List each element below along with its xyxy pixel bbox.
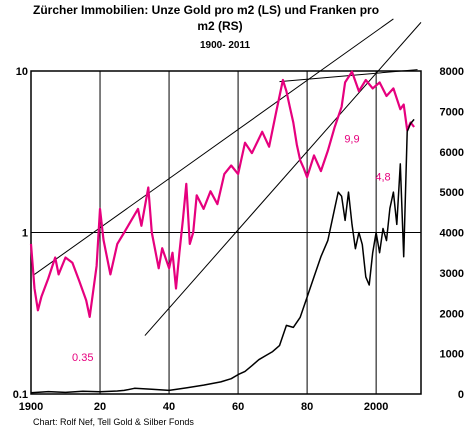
y-right-tick-label-6: 2000	[440, 308, 464, 320]
x-tick-label-0: 1900	[19, 401, 43, 413]
series-line-right-axis	[30, 118, 415, 394]
y-left-tick-label-2: 0.1	[13, 389, 28, 401]
annotation-1: 9,9	[344, 134, 359, 146]
y-right-tick-label-1: 7000	[440, 106, 464, 118]
y-right-tick-label-3: 5000	[440, 187, 464, 199]
x-tick-label-4: 80	[301, 401, 313, 413]
y-right-tick-label-0: 8000	[440, 66, 464, 78]
trend-line-1	[144, 22, 422, 336]
chart-title-line1: Zürcher Immobilien: Unze Gold pro m2 (LS…	[33, 3, 379, 17]
y-right-tick-label-7: 1000	[440, 349, 464, 361]
y-right-tick-label-8: 0	[458, 389, 464, 401]
x-tick-label-1: 20	[94, 401, 106, 413]
chart-subtitle: 1900- 2011	[200, 40, 250, 51]
trend-line-0	[34, 18, 394, 275]
x-tick-label-3: 60	[232, 401, 244, 413]
annotation-0: 0.35	[72, 352, 93, 364]
y-left-tick-label-0: 10	[16, 66, 28, 78]
y-right-tick-label-2: 6000	[440, 147, 464, 159]
x-tick-label-2: 40	[163, 401, 175, 413]
y-left-tick-label-1: 1	[22, 228, 28, 240]
series-line-left-axis	[29, 70, 415, 318]
chart-credit: Chart: Rolf Nef, Tell Gold & Silber Fond…	[33, 417, 194, 427]
x-tick-label-5: 2000	[364, 401, 388, 413]
y-right-tick-label-4: 4000	[440, 228, 464, 240]
annotation-2: 4,8	[375, 171, 390, 183]
y-right-tick-label-5: 3000	[440, 268, 464, 280]
chart-title-line2: m2 (RS)	[197, 19, 242, 33]
